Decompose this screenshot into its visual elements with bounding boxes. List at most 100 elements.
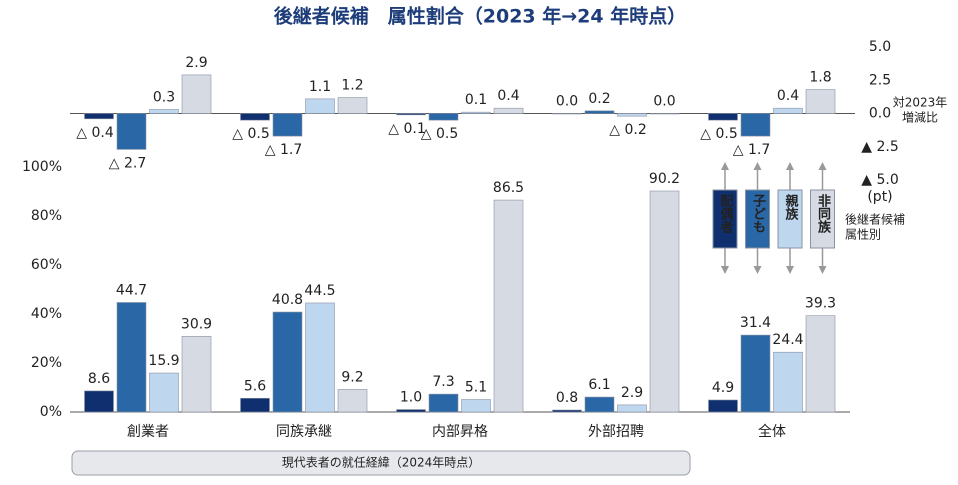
x-tick-label: 全体 bbox=[758, 423, 786, 440]
change-bar bbox=[116, 113, 147, 150]
value-label: 90.2 bbox=[649, 171, 680, 187]
y2-tick-label: 0.0 bbox=[869, 106, 891, 122]
change-bar bbox=[240, 113, 270, 121]
change-bar bbox=[428, 113, 459, 121]
change-label: △ 0.1 bbox=[388, 121, 425, 137]
change-bar bbox=[272, 113, 303, 137]
legend-swatch bbox=[712, 189, 738, 249]
change-bar bbox=[396, 113, 426, 116]
change-bar bbox=[584, 110, 615, 114]
y2-axis-label: 増減比 bbox=[902, 110, 938, 125]
change-label: 0.3 bbox=[153, 90, 175, 106]
change-bar bbox=[552, 113, 582, 115]
change-bar bbox=[740, 113, 771, 137]
xlabel-box bbox=[71, 450, 691, 476]
bar bbox=[396, 409, 426, 413]
value-label: 6.1 bbox=[588, 377, 610, 393]
change-bar bbox=[617, 113, 647, 117]
y2-tick-label: ▲ 5.0 bbox=[861, 172, 898, 188]
bar bbox=[461, 399, 491, 413]
value-label: 86.5 bbox=[493, 180, 524, 196]
bar bbox=[149, 372, 179, 413]
y2-tick-label: 5.0 bbox=[869, 39, 891, 55]
y-tick-label: 60% bbox=[31, 257, 62, 273]
x-tick-label: 外部招聘 bbox=[588, 424, 644, 440]
change-label: △ 0.4 bbox=[76, 125, 114, 141]
change-bar bbox=[649, 113, 680, 115]
x-axis-label: 現代表者の就任経緯（2024年時点） bbox=[282, 455, 481, 470]
change-label: 1.2 bbox=[341, 78, 363, 94]
bar bbox=[337, 389, 368, 413]
change-bar bbox=[181, 74, 212, 114]
change-label: 0.4 bbox=[497, 88, 519, 104]
value-label: 44.7 bbox=[116, 282, 147, 298]
value-label: 24.4 bbox=[772, 332, 803, 348]
change-label: 2.9 bbox=[185, 55, 207, 71]
bar bbox=[428, 393, 459, 413]
x-tick-label: 創業者 bbox=[127, 424, 169, 440]
change-bar bbox=[773, 107, 803, 114]
value-label: 39.3 bbox=[805, 296, 836, 312]
change-bar bbox=[337, 97, 368, 114]
change-bar bbox=[149, 109, 179, 114]
bar bbox=[181, 335, 212, 413]
change-bar bbox=[805, 89, 836, 114]
legend-label: 配偶者 bbox=[718, 194, 735, 234]
value-label: 44.5 bbox=[304, 283, 335, 299]
y2-tick-label: ▲ 2.5 bbox=[861, 139, 898, 155]
chart-title: 後継者候補 属性割合（2023 年→24 年時点） bbox=[274, 5, 686, 28]
change-label: 0.4 bbox=[777, 88, 799, 104]
legend-title: 後継者候補 bbox=[845, 212, 905, 227]
change-label: △ 0.5 bbox=[232, 126, 269, 142]
value-label: 15.9 bbox=[148, 353, 179, 369]
change-label: △ 0.5 bbox=[700, 126, 737, 142]
value-label: 9.2 bbox=[341, 369, 363, 385]
legend-swatch bbox=[777, 189, 803, 249]
bar bbox=[649, 190, 680, 413]
bar bbox=[617, 404, 647, 413]
change-label: 0.0 bbox=[653, 94, 675, 110]
bar bbox=[240, 397, 270, 413]
bar bbox=[708, 399, 738, 413]
change-bar bbox=[84, 113, 114, 120]
change-bar bbox=[708, 113, 738, 121]
change-label: 0.1 bbox=[465, 92, 487, 108]
change-label: △ 0.2 bbox=[609, 122, 646, 138]
value-label: 5.6 bbox=[244, 378, 266, 394]
change-label: 0.0 bbox=[556, 94, 578, 110]
bar bbox=[272, 311, 303, 413]
change-label: 1.8 bbox=[809, 70, 831, 86]
change-label: 0.2 bbox=[588, 91, 610, 107]
y2-axis-label: 対2023年 bbox=[893, 96, 948, 110]
bar bbox=[740, 334, 771, 413]
x-tick-label: 内部昇格 bbox=[432, 424, 488, 440]
change-label: △ 1.7 bbox=[265, 142, 302, 158]
x-tick-label: 同族承継 bbox=[276, 424, 332, 440]
value-label: 2.9 bbox=[621, 385, 643, 401]
bar bbox=[116, 302, 147, 413]
legend-label: 子ども bbox=[750, 194, 766, 233]
change-bar bbox=[493, 107, 524, 114]
value-label: 8.6 bbox=[88, 371, 110, 387]
y-tick-label: 80% bbox=[31, 208, 62, 224]
value-label: 40.8 bbox=[272, 292, 303, 308]
y-tick-label: 40% bbox=[31, 306, 62, 322]
value-label: 0.8 bbox=[556, 390, 578, 406]
change-label: 1.1 bbox=[309, 79, 331, 95]
bar bbox=[584, 396, 615, 413]
bar bbox=[84, 390, 114, 413]
change-bar bbox=[305, 98, 335, 114]
legend-label: 非同族 bbox=[815, 193, 831, 234]
change-bar bbox=[461, 111, 491, 114]
y2-unit: (pt) bbox=[867, 189, 892, 205]
legend-swatch bbox=[745, 189, 770, 249]
bar bbox=[805, 315, 836, 413]
legend-label: 親族 bbox=[783, 193, 799, 221]
value-label: 5.1 bbox=[465, 380, 487, 396]
bar bbox=[773, 351, 803, 413]
change-label: △ 2.7 bbox=[109, 155, 146, 171]
bar bbox=[493, 199, 524, 413]
value-label: 4.9 bbox=[712, 380, 734, 396]
value-label: 7.3 bbox=[432, 374, 454, 390]
